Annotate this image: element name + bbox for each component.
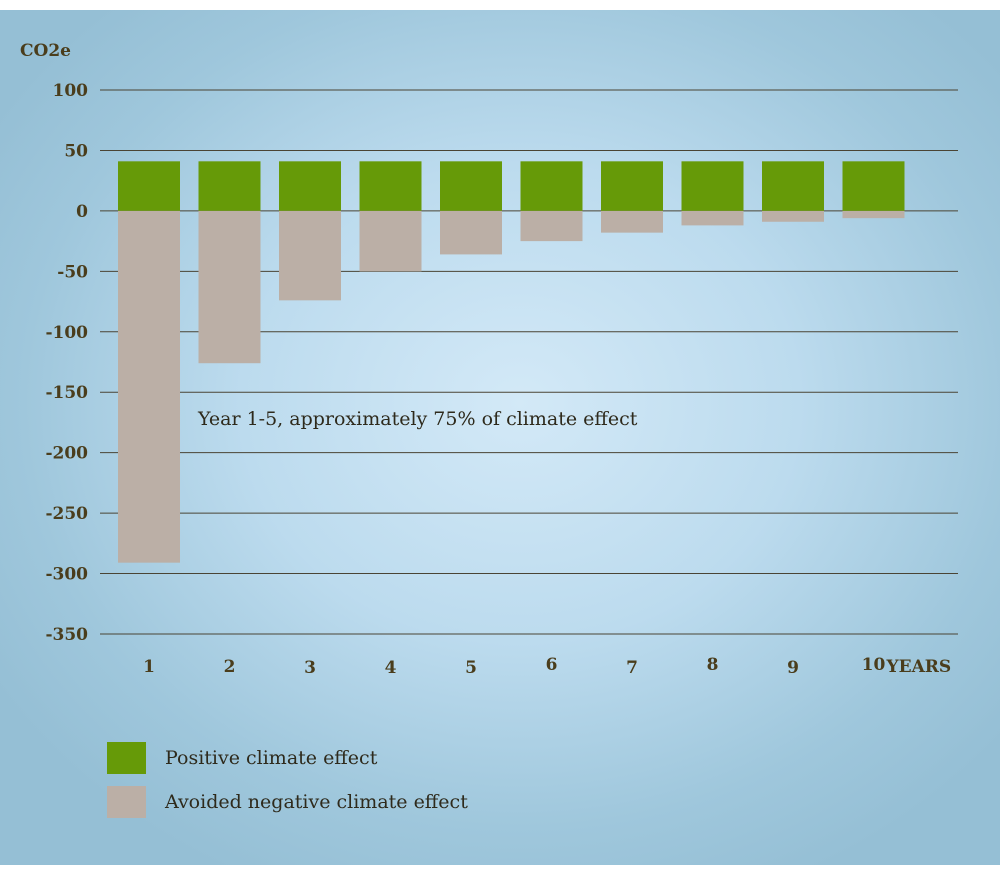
legend-label-positive: Positive climate effect (165, 747, 378, 769)
bar-positive (520, 161, 583, 211)
bar-avoided (279, 210, 341, 301)
x-tick-label: 6 (546, 655, 558, 675)
x-axis-ticks: 1 2 3 4 5 6 7 8 9 10 YEARS (143, 655, 951, 678)
y-tick-label: -350 (45, 625, 88, 645)
legend-label-avoided: Avoided negative climate effect (165, 791, 468, 813)
bar-positive (762, 161, 824, 211)
legend-item-positive: Positive climate effect (107, 742, 468, 774)
y-tick-label: 50 (64, 141, 88, 161)
y-tick-label: -50 (57, 262, 88, 282)
bar-avoided (762, 210, 824, 222)
x-tick-label: 10 (862, 655, 886, 675)
bar-avoided (842, 210, 905, 219)
bar-positive (198, 161, 261, 211)
x-tick-label: 7 (626, 658, 638, 678)
bar-avoided (440, 210, 502, 255)
y-tick-label: 100 (53, 81, 89, 101)
y-axis-ticks: 100 50 0 -50 -100 -150 -200 -250 -300 -350 (45, 81, 88, 645)
legend-swatch-avoided (107, 786, 146, 818)
bar-positive (118, 161, 180, 211)
bar-avoided (359, 210, 422, 272)
bar-avoided (601, 210, 663, 233)
bar-positive (842, 161, 905, 211)
x-tick-label: 2 (224, 657, 236, 677)
bar-positive (681, 161, 744, 211)
bar-avoided (198, 210, 261, 364)
x-tick-label: 4 (385, 658, 397, 678)
bar-avoided (681, 210, 744, 226)
x-tick-label: 5 (465, 658, 477, 678)
y-tick-label: 0 (76, 202, 88, 222)
x-axis-unit-label: YEARS (886, 657, 952, 677)
y-tick-label: -200 (45, 444, 88, 464)
x-tick-label: 9 (787, 658, 799, 678)
x-tick-label: 3 (304, 658, 316, 678)
legend-item-avoided: Avoided negative climate effect (107, 786, 468, 818)
bar-chart: 100 50 0 -50 -100 -150 -200 -250 -300 -350 1 2 3 4 5 6… (20, 41, 958, 678)
bar-avoided (520, 210, 583, 242)
bar-positive (359, 161, 422, 211)
y-tick-label: -300 (45, 565, 88, 585)
x-tick-label: 1 (143, 657, 155, 677)
bar-avoided (118, 210, 180, 563)
x-tick-label: 8 (707, 655, 719, 675)
annotation: Year 1-5, approximately 75% of climate e… (197, 408, 638, 430)
bar-positive (440, 161, 502, 211)
legend: Positive climate effect Avoided negative… (107, 742, 468, 830)
legend-swatch-positive (107, 742, 146, 774)
bar-positive (601, 161, 663, 211)
y-axis-label: CO2e (20, 41, 71, 61)
bar-positive (279, 161, 341, 211)
y-tick-label: -150 (45, 383, 88, 403)
chart-panel: 100 50 0 -50 -100 -150 -200 -250 -300 -350 1 2 3 4 5 6… (0, 10, 1000, 865)
bars (118, 161, 905, 563)
y-tick-label: -100 (45, 323, 88, 343)
y-tick-label: -250 (45, 504, 88, 524)
